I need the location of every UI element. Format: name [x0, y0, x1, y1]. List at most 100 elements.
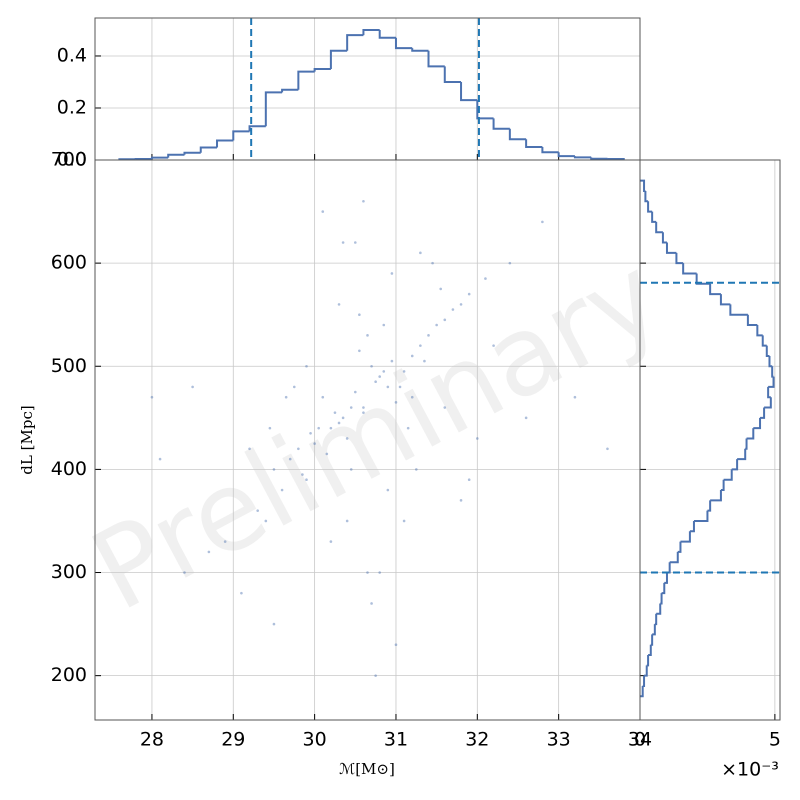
histogram-step	[590, 157, 608, 160]
histogram-step	[313, 67, 331, 72]
histogram-step	[689, 520, 695, 533]
histogram-step	[362, 28, 380, 36]
scatter-point	[427, 334, 430, 337]
histogram-step	[525, 139, 543, 148]
histogram-step	[646, 655, 650, 667]
histogram-step	[167, 153, 185, 158]
y-tick-label: 0.4	[57, 44, 87, 66]
scatter-point	[370, 364, 373, 368]
y-axis-label: dL [Mpc]	[18, 405, 36, 474]
scatter-point	[541, 220, 544, 224]
x-tick-label: 29	[221, 729, 245, 751]
scatter-point	[419, 344, 422, 347]
scatter-point	[378, 571, 382, 574]
scatter-point	[390, 272, 394, 275]
scatter-point	[443, 406, 447, 409]
histogram-step	[476, 100, 494, 120]
scatter-point	[248, 447, 251, 451]
scatter-point	[524, 416, 528, 420]
y-tick-label: 400	[51, 458, 87, 480]
histogram-step	[606, 157, 625, 160]
x-tick-label: 33	[547, 729, 571, 751]
histogram-step	[541, 146, 559, 154]
scatter-point	[337, 421, 341, 425]
scatter-point	[467, 478, 471, 482]
y-tick-label: 200	[51, 664, 87, 686]
histogram-step	[248, 125, 266, 132]
scatter-point	[394, 643, 398, 647]
histogram-step	[651, 211, 657, 223]
scatter-point	[492, 344, 495, 347]
histogram-step	[411, 48, 429, 52]
scatter-point	[415, 468, 418, 471]
scatter-point	[345, 437, 349, 440]
histogram-step	[654, 613, 658, 626]
scatter-point	[370, 602, 373, 605]
axes-frame	[94, 17, 641, 161]
x-tick-label: 30	[303, 729, 327, 751]
histogram-step	[693, 510, 709, 522]
scatter-point	[419, 251, 422, 255]
scatter-point	[223, 540, 227, 543]
histogram-step	[765, 345, 770, 357]
histogram-step	[644, 190, 649, 203]
histogram-step	[720, 479, 725, 492]
axes-frame	[639, 159, 781, 721]
scatter-point	[366, 334, 369, 337]
scatter-point	[362, 406, 365, 409]
histogram-step	[661, 232, 667, 244]
histogram-step	[655, 221, 663, 234]
scatter-point	[484, 277, 487, 280]
histogram-step	[746, 428, 755, 440]
histogram-step	[652, 624, 656, 636]
scatter-point	[459, 303, 463, 306]
histogram-step	[719, 294, 731, 306]
scatter-point	[288, 457, 292, 461]
scatter-point	[358, 313, 361, 316]
scatter-point	[353, 241, 357, 244]
scatter-point	[439, 287, 443, 291]
scatter-point	[158, 457, 162, 461]
scatter-point	[390, 359, 394, 363]
histogram-step	[232, 130, 250, 141]
scatter-point	[435, 323, 438, 327]
scatter-point	[337, 303, 341, 306]
scatter-point	[272, 468, 276, 471]
scatter-point	[305, 478, 308, 482]
histogram-step	[665, 242, 677, 254]
histogram-step	[709, 283, 721, 296]
scatter-point	[459, 499, 463, 502]
y-tick-label: 0.2	[57, 96, 87, 118]
histogram-step	[199, 146, 218, 153]
histogram-step	[216, 139, 234, 148]
scatter-point	[378, 375, 382, 378]
histogram-step	[682, 263, 697, 275]
histogram-step	[660, 593, 663, 605]
x-tick-label: 34	[628, 729, 652, 751]
scatter-point	[313, 442, 316, 445]
histogram-step	[644, 665, 648, 677]
histogram-step	[756, 325, 763, 337]
scatter-point	[321, 395, 325, 399]
histogram-step	[677, 541, 682, 553]
histogram-step	[640, 685, 644, 698]
scatter-point	[305, 364, 308, 368]
offset-label: ×10⁻³	[721, 759, 779, 781]
scatter-point	[349, 468, 353, 471]
histogram-step	[346, 34, 364, 51]
scatter-point	[386, 385, 390, 389]
y-tick-label: 700	[51, 149, 87, 171]
histogram-step	[666, 562, 671, 574]
histogram-step	[640, 179, 646, 192]
histogram-step	[767, 386, 771, 399]
scatter-point	[191, 385, 194, 389]
y-tick-label: 500	[51, 355, 87, 377]
scatter-point	[402, 519, 406, 523]
histogram-step	[737, 448, 747, 461]
scatter-point	[358, 349, 361, 353]
scatter-point	[345, 519, 349, 523]
histogram-step	[573, 156, 592, 159]
histogram-step	[297, 70, 315, 90]
histogram-step	[753, 417, 762, 430]
scatter-point	[341, 416, 345, 420]
